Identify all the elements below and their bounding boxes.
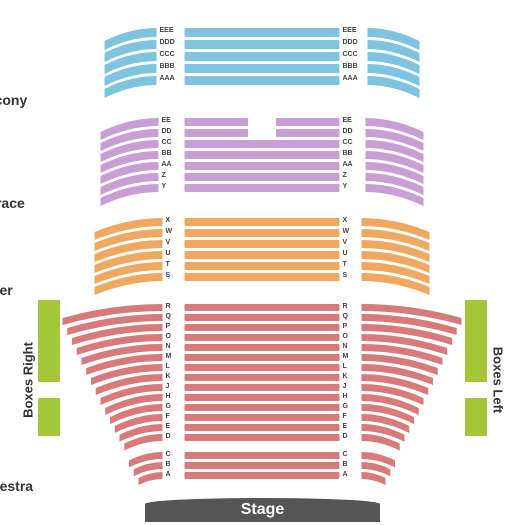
row-label-eee: EEE [343,27,357,34]
row-label-p: P [343,323,348,330]
row-label-f: F [343,413,347,420]
row-label-c: C [166,451,171,458]
row-label-s: S [166,272,171,279]
row-label-ddd: DDD [160,39,175,46]
row-label-m: M [343,353,349,360]
section-label-tier: Tier [0,282,13,298]
row-label-j: J [343,383,347,390]
row-label-l: L [343,363,347,370]
row-label-d: D [166,433,171,440]
section-label-terrace: Terrace [0,195,25,211]
row-label-ee: EE [162,117,171,124]
row-label-p: P [166,323,171,330]
row-label-bbb: BBB [343,63,358,70]
section-label-balcony: Balcony [0,92,27,108]
box-label-left: Boxes Left [491,347,506,413]
seating-chart: EEEEEEDDDDDDCCCCCCBBBBBBAAAAAABalconyEEE… [0,0,525,525]
row-label-y: Y [343,183,348,190]
row-label-t: T [343,261,347,268]
row-label-ee: EE [343,117,352,124]
row-label-o: O [343,333,348,340]
row-label-aa: AA [343,161,353,168]
row-label-n: N [166,343,171,350]
row-label-s: S [343,272,348,279]
row-label-cc: CC [162,139,172,146]
row-label-w: W [166,228,173,235]
row-label-q: Q [343,313,348,320]
row-label-r: R [166,303,171,310]
row-label-aaa: AAA [343,75,358,82]
row-label-v: V [166,239,171,246]
row-label-z: Z [162,172,166,179]
row-label-bbb: BBB [160,63,175,70]
box-label-right: Boxes Right [21,342,36,418]
row-label-o: O [166,333,171,340]
row-label-z: Z [343,172,347,179]
row-label-g: G [166,403,171,410]
row-label-k: K [166,373,171,380]
row-label-e: E [166,423,171,430]
row-label-b: B [343,461,348,468]
row-label-h: H [343,393,348,400]
row-label-l: L [166,363,170,370]
row-label-b: B [166,461,171,468]
row-label-eee: EEE [160,27,174,34]
row-label-dd: DD [343,128,353,135]
row-label-t: T [166,261,170,268]
stage: Stage [145,498,380,522]
row-label-h: H [166,393,171,400]
row-label-e: E [343,423,348,430]
row-label-f: F [166,413,170,420]
row-label-ccc: CCC [343,51,358,58]
section-label-orchestra: Orchestra [0,478,33,494]
row-label-r: R [343,303,348,310]
row-label-n: N [343,343,348,350]
row-label-q: Q [166,313,171,320]
row-label-a: A [343,471,348,478]
row-label-cc: CC [343,139,353,146]
row-label-aa: AA [162,161,172,168]
row-label-v: V [343,239,348,246]
row-label-bb: BB [162,150,172,157]
row-label-ccc: CCC [160,51,175,58]
row-label-aaa: AAA [160,75,175,82]
row-label-x: X [166,217,171,224]
row-label-bb: BB [343,150,353,157]
row-label-j: J [166,383,170,390]
row-label-x: X [343,217,348,224]
seating-svg [0,0,525,525]
row-label-c: C [343,451,348,458]
row-label-g: G [343,403,348,410]
row-label-u: U [343,250,348,257]
row-label-dd: DD [162,128,172,135]
row-label-a: A [166,471,171,478]
row-label-y: Y [162,183,167,190]
row-label-d: D [343,433,348,440]
row-label-w: W [343,228,350,235]
row-label-ddd: DDD [343,39,358,46]
row-label-k: K [343,373,348,380]
row-label-m: M [166,353,172,360]
row-label-u: U [166,250,171,257]
